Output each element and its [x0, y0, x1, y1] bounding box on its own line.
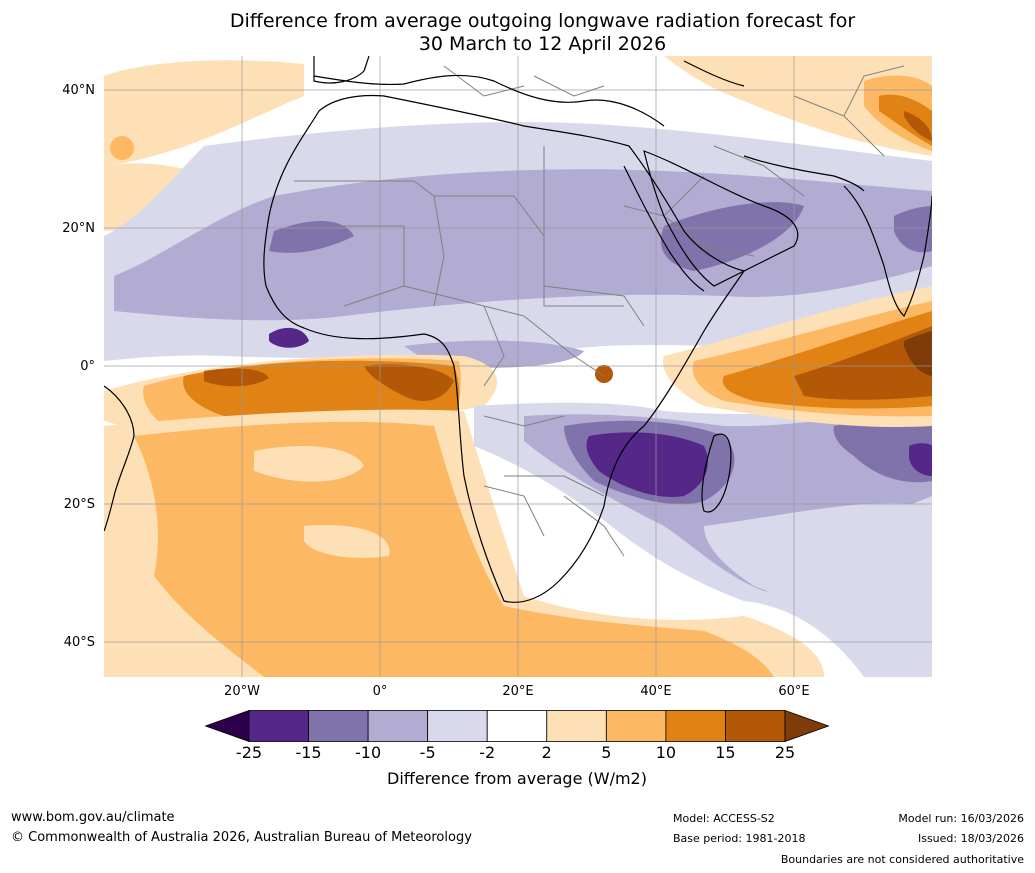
colorbar-segment-3 — [427, 710, 488, 742]
lat-label-40s: 40°S — [63, 635, 95, 650]
anomaly-weak-negative-north-band — [114, 169, 932, 321]
footer-model: Model: ACCESS-S2 — [673, 812, 775, 825]
anomaly-slight-negative-south-indian-2 — [704, 503, 932, 616]
anomaly-slight-positive-patch-south-atlantic-2 — [304, 525, 390, 558]
anomaly-moderate-negative-east-indian — [833, 419, 932, 483]
colorbar-segment-4 — [486, 710, 548, 742]
anomaly-strong-negative-guinea — [269, 327, 309, 348]
colorbar-tick-label: 2 — [541, 743, 552, 762]
anomaly-weak-positive-south-atlantic — [134, 421, 774, 677]
lon-label-60e: 60°E — [778, 684, 810, 699]
chart-title: Difference from average outgoing longwav… — [0, 10, 1035, 56]
anomaly-strong-negative-mozambique — [586, 432, 708, 497]
colorbar-tick-label: -5 — [419, 743, 436, 762]
footer-model-run: Model run: 16/03/2026 — [898, 812, 1024, 825]
colorbar-segment-1 — [308, 710, 369, 742]
lat-label-0: 0° — [80, 359, 95, 374]
colorbar-tick-label: 25 — [774, 743, 796, 762]
coastlines — [104, 56, 932, 603]
country-borders — [294, 65, 905, 557]
colorbar-tick-label: -15 — [295, 743, 322, 762]
lon-label-20w: 20°W — [224, 684, 260, 699]
anomaly-slight-positive-south-west — [104, 556, 184, 677]
footer-website: www.bom.gov.au/climate — [11, 810, 175, 825]
colorbar-tick-label: 10 — [655, 743, 677, 762]
anomaly-strong-positive-equatorial-indian — [794, 326, 932, 400]
anomaly-moderate-negative-arabia — [660, 202, 804, 271]
title-line-1: Difference from average outgoing longwav… — [229, 10, 856, 32]
lat-label-40n: 40°N — [62, 83, 95, 98]
colorbar-over-arrow — [784, 710, 829, 742]
footer-base-period: Base period: 1981-2018 — [673, 832, 806, 845]
colorbar-segment-0 — [248, 710, 309, 742]
footer-disclaimer: Boundaries are not considered authoritat… — [780, 853, 1024, 866]
anomaly-strong-positive-equatorial-atlantic — [204, 364, 454, 401]
anomaly-strong-negative-east-indian — [909, 443, 932, 476]
colorbar-segment-2 — [367, 710, 429, 742]
lat-label-20n: 20°N — [62, 221, 95, 236]
anomaly-moderate-negative-sahel — [269, 220, 354, 253]
lon-label-0: 0° — [372, 684, 388, 699]
anomaly-moderate-negative-india — [894, 206, 932, 253]
anomaly-weak-positive-spot — [110, 136, 134, 160]
anomaly-strong-positive-lake-victoria — [595, 365, 613, 383]
colorbar-segment-6 — [605, 710, 667, 742]
anomaly-very-strong-positive-equatorial-indian — [904, 331, 932, 376]
lon-label-20e: 20°E — [502, 684, 534, 699]
anomaly-slight-positive-north-atlantic — [104, 60, 304, 166]
lat-label-20s: 20°S — [63, 497, 95, 512]
colorbar-tick-label: -2 — [479, 743, 496, 762]
colorbar-segment-8 — [725, 710, 786, 742]
lon-label-40e: 40°E — [640, 684, 672, 699]
colorbar-segment-7 — [665, 710, 726, 742]
olr-anomaly-map — [104, 56, 932, 677]
footer-copyright: © Commonwealth of Australia 2026, Austra… — [11, 830, 472, 845]
anomaly-strong-positive-himalaya — [904, 111, 932, 141]
colorbar-tick-label: -10 — [355, 743, 382, 762]
colorbar-under-arrow — [205, 710, 250, 742]
graticule — [104, 56, 932, 677]
colorbar-tick-label: 5 — [601, 743, 612, 762]
title-line-2: 30 March to 12 April 2026 — [418, 33, 667, 55]
colorbar — [205, 710, 829, 742]
colorbar-tick-label: -25 — [235, 743, 263, 762]
footer-issued: Issued: 18/03/2026 — [917, 832, 1024, 845]
colorbar-title: Difference from average (W/m2) — [387, 769, 647, 788]
anomaly-slight-positive-patch-south-atlantic — [254, 446, 364, 482]
colorbar-tick-label: 15 — [715, 743, 736, 762]
colorbar-segment-5 — [546, 710, 607, 742]
